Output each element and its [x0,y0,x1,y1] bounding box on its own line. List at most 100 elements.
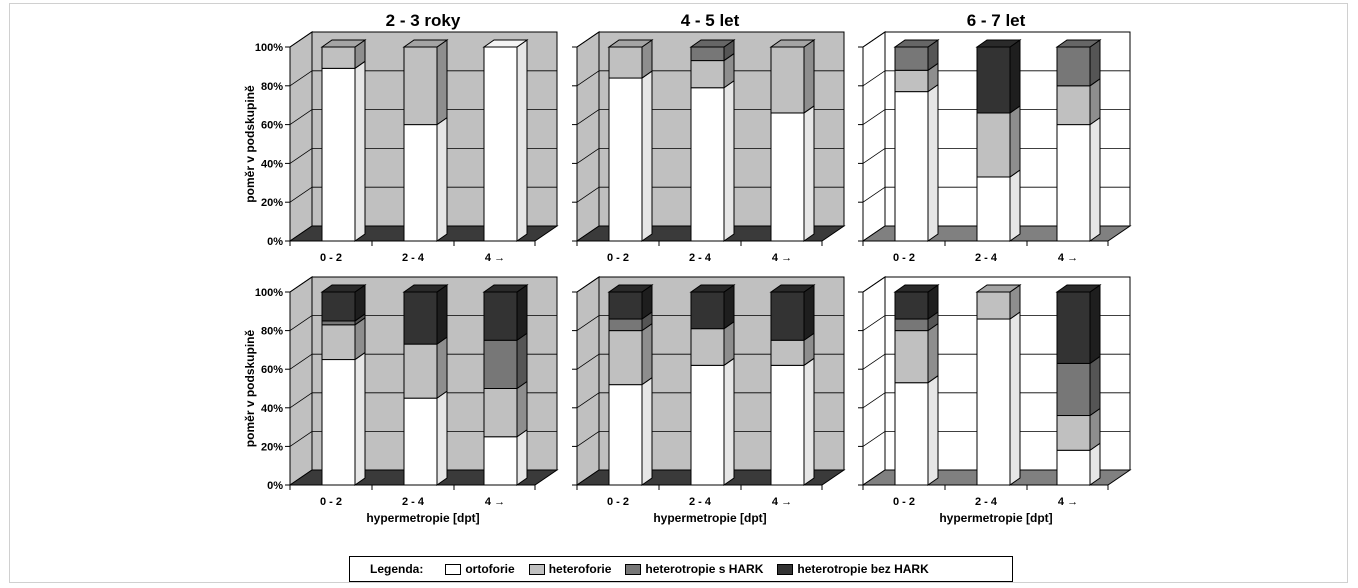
y-tick-label: 60% [261,364,283,376]
gridline-side [576,353,600,370]
bar-segment-side [803,39,815,114]
bar-segment [608,77,643,242]
bar-segment [770,291,805,341]
y-axis-label: poměr v podskupině [243,85,257,203]
bar-segment [1056,449,1091,486]
bar-segment [1056,291,1091,364]
bar-segment-side [354,60,366,242]
chart-title: 6 - 7 let [967,11,1026,30]
bar-segment [976,46,1011,114]
gridline-side [289,70,313,87]
bar-top [769,39,816,48]
x-tick-label: 2 - 4 [975,496,998,508]
x-tick-label: 0 - 2 [893,252,915,264]
bar-segment [690,87,725,242]
gridline-side [576,315,600,331]
gridline-side [289,315,313,331]
bar-segment [403,291,438,345]
gridline-side [289,353,313,370]
bar-top [607,39,654,48]
bar-top [975,39,1022,48]
legend-swatch-heterotropie-s-hark [625,563,642,575]
y-tick-label: 100% [255,42,283,54]
bar-segment [608,291,643,320]
bar-segment [690,328,725,366]
gridline-side [576,431,600,447]
bar-segment [483,291,518,341]
bar-top [482,39,529,48]
legend-label-ortoforie: ortoforie [465,562,515,576]
bar-segment-side [436,336,448,400]
legend-item-heterotropie-s-hark: heterotropie s HARK [625,562,763,576]
gridline-side [862,70,886,87]
bar-segment-side [516,428,528,486]
bar-top [689,39,736,48]
chart-panel-4: 0% 20% 40% 60% 80% 100% 0 - 2 2 - 4 4 → hypermetr… [243,276,559,525]
chart-panel-6: 0 - 2 2 - 4 4 → hypermetropie [dpt] [858,276,1132,525]
bar-segment [894,91,929,242]
bar-segment-side [1009,169,1021,242]
bar-segment-side [1089,355,1101,417]
x-axis-label: hypermetropie [dpt] [939,511,1052,525]
bar-segment [608,46,643,79]
bar-segment-side [723,357,735,486]
gridline-side [289,109,313,125]
bar-segment-side [516,39,528,242]
bar-segment [321,324,356,361]
legend-title: Legenda: [370,562,424,576]
y-tick-label: 20% [261,441,283,453]
x-axis-label: hypermetropie [dpt] [366,511,479,525]
chart-title: 2 - 3 roky [386,11,461,30]
side-wall [576,31,600,242]
x-tick-label: 4 → [485,496,505,508]
bar-segment [690,364,725,486]
x-axis-label: hypermetropie [dpt] [653,511,766,525]
side-wall [576,276,600,486]
x-tick-label: 0 - 2 [607,252,629,264]
y-tick-label: 40% [261,158,283,170]
bar-segment [976,291,1011,320]
chart-panel-1: 0% 20% 40% 60% 80% 100% 0 - 2 2 - 4 4 → 2 - 3 rok… [243,11,559,264]
bar-segment-side [436,284,448,346]
charts-canvas: 0% 20% 40% 60% 80% 100% 0 - 2 2 - 4 4 → 2 - 3 rok… [243,11,1132,525]
y-tick-label: 20% [261,197,283,209]
gridline-side [289,148,313,164]
legend-swatch-heteroforie [528,563,545,575]
bar-segment [976,176,1011,242]
bar-segment [1056,124,1091,242]
bar-segment [976,318,1011,486]
gridline-side [862,315,886,331]
bar-segment [894,382,929,486]
legend-label-heterotropie-s-hark: heterotropie s HARK [645,562,764,576]
bar-segment-side [436,390,448,486]
legend-item-heteroforie: heteroforie [528,562,611,576]
bar-segment [976,112,1011,178]
bar-segment-side [927,83,939,242]
gridline-side [576,186,600,203]
y-tick-label: 100% [255,287,283,299]
x-tick-label: 2 - 4 [975,252,998,264]
bar-segment [608,330,643,386]
bar-segment [483,339,518,389]
chart-panel-2: 0 - 2 2 - 4 4 → 4 - 5 let [572,11,846,264]
x-tick-label: 4 → [1058,252,1078,264]
gridline-side [576,31,600,48]
x-tick-label: 2 - 4 [689,252,712,264]
bar-segment-side [927,322,939,384]
bar-segment-side [1009,39,1021,114]
bar-segment-side [1089,284,1101,365]
legend-swatch-ortoforie [445,563,462,575]
bar-segment-side [803,104,815,242]
bar-segment [321,320,356,326]
bar-segment [770,339,805,366]
x-tick-label: 0 - 2 [607,496,629,508]
bar-top [402,39,449,48]
bar-segment [321,67,356,242]
bar-segment [483,46,518,242]
bar-segment [1056,362,1091,417]
bar-segment-side [1009,104,1021,178]
bar-segment [894,46,929,71]
legend-label-heterotropie-bez-hark: heterotropie bez HARK [797,562,929,576]
legend-item-ortoforie: ortoforie [445,562,515,576]
gridline-side [862,431,886,447]
